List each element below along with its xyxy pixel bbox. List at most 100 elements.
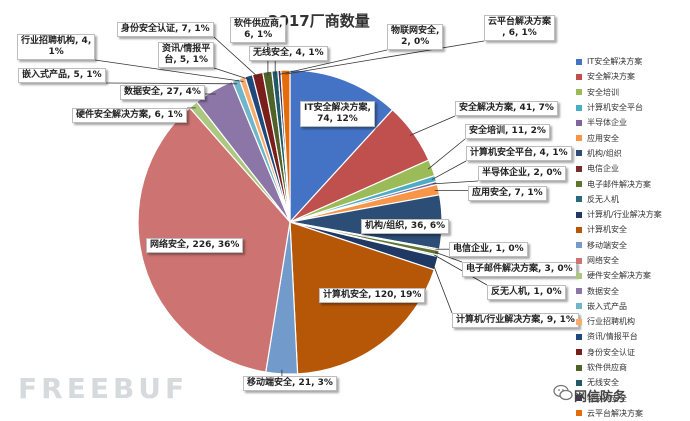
data-label-5: 应用安全, 7, 1% [468, 186, 547, 201]
legend-item-23: 云平台解决方案 [576, 406, 688, 421]
legend-swatch-15 [576, 288, 582, 294]
data-label-9: 反无人机, 1, 0% [487, 285, 566, 300]
legend-label-9: 反无人机 [587, 194, 619, 205]
legend-label-15: 数据安全 [587, 286, 619, 297]
legend-swatch-19 [576, 349, 582, 355]
legend-item-16: 嵌入式产品 [576, 299, 688, 314]
legend: IT安全解决方案安全解决方案安全培训计算机安全平台半导体企业应用安全机构/组织电… [576, 54, 688, 421]
legend-swatch-18 [576, 334, 582, 340]
data-label-16: 嵌入式产品, 5, 1% [18, 68, 106, 83]
legend-swatch-11 [576, 227, 582, 233]
legend-swatch-23 [576, 410, 582, 416]
legend-swatch-2 [576, 89, 582, 95]
legend-label-8: 电子邮件解决方案 [587, 179, 651, 190]
leader-line-10 [432, 262, 452, 313]
legend-swatch-21 [576, 380, 582, 386]
legend-swatch-1 [576, 74, 582, 80]
legend-label-7: 电信企业 [587, 163, 619, 174]
legend-item-12: 移动端安全 [576, 238, 688, 253]
legend-label-4: 半导体企业 [587, 117, 627, 128]
legend-label-2: 安全培训 [587, 87, 619, 98]
legend-label-14: 硬件安全解决方案 [587, 270, 651, 281]
legend-label-17: 行业招聘机构 [587, 316, 635, 327]
legend-label-16: 嵌入式产品 [587, 301, 627, 312]
legend-item-5: 应用安全 [576, 130, 688, 145]
legend-item-18: 资讯/情报平台 [576, 329, 688, 344]
legend-swatch-0 [576, 59, 582, 65]
legend-label-12: 移动端安全 [587, 240, 627, 251]
legend-item-17: 行业招聘机构 [576, 314, 688, 329]
data-label-23: 云平台解决方案, 6, 1% [484, 15, 555, 41]
leader-line-16 [106, 83, 237, 84]
data-label-6: 机构/组织, 36, 6% [361, 219, 449, 234]
legend-item-8: 电子邮件解决方案 [576, 176, 688, 191]
legend-item-11: 计算机安全 [576, 222, 688, 237]
legend-swatch-6 [576, 150, 582, 156]
legend-item-19: 身份安全认证 [576, 345, 688, 360]
legend-item-3: 计算机安全平台 [576, 100, 688, 115]
leader-line-3 [432, 161, 466, 180]
data-label-14: 硬件安全解决方案, 6, 1% [72, 108, 187, 123]
legend-label-3: 计算机安全平台 [587, 102, 643, 113]
data-label-21: 无线安全, 4, 1% [249, 46, 328, 61]
legend-item-15: 数据安全 [576, 283, 688, 298]
legend-swatch-10 [576, 212, 582, 218]
wechat-icon [553, 384, 573, 402]
freebuf-watermark: FREEBUF [18, 372, 188, 405]
data-label-3: 计算机安全平台, 4, 1% [466, 146, 572, 161]
data-label-22: 物联网安全,2, 0% [387, 24, 443, 50]
data-label-19: 身份安全认证, 7, 1% [117, 22, 214, 37]
legend-swatch-5 [576, 135, 582, 141]
legend-label-19: 身份安全认证 [587, 347, 635, 358]
data-label-17: 行业招聘机构, 4,1% [17, 34, 95, 60]
legend-item-7: 电信企业 [576, 161, 688, 176]
legend-swatch-4 [576, 120, 582, 126]
data-label-4: 半导体企业, 2, 0% [478, 166, 566, 181]
data-label-11: 计算机安全, 120, 19% [319, 288, 425, 303]
legend-swatch-13 [576, 258, 582, 264]
data-label-7: 电信企业, 1, 0% [449, 242, 528, 257]
legend-swatch-14 [576, 273, 582, 279]
legend-label-0: IT安全解决方案 [587, 56, 642, 67]
legend-label-5: 应用安全 [587, 133, 619, 144]
data-label-8: 电子邮件解决方案, 3, 0% [462, 262, 577, 277]
data-label-2: 安全培训, 11, 2% [465, 124, 550, 139]
wechat-account-name: 网信防务 [574, 386, 626, 405]
legend-item-14: 硬件安全解决方案 [576, 268, 688, 283]
legend-item-9: 反无人机 [576, 192, 688, 207]
legend-swatch-9 [576, 196, 582, 202]
legend-label-11: 计算机安全 [587, 224, 627, 235]
data-label-0: IT安全解决方案,74, 12% [300, 101, 375, 127]
legend-label-10: 计算机/行业解决方案 [587, 209, 662, 220]
legend-item-10: 计算机/行业解决方案 [576, 207, 688, 222]
legend-label-6: 机构/组织 [587, 148, 622, 159]
leader-line-4 [433, 181, 478, 184]
legend-label-13: 网络安全 [587, 255, 619, 266]
data-label-15: 数据安全, 27, 4% [120, 85, 205, 100]
legend-item-6: 机构/组织 [576, 146, 688, 161]
legend-item-13: 网络安全 [576, 253, 688, 268]
data-label-18: 资讯/情报平台, 5, 1% [158, 42, 214, 68]
legend-swatch-7 [576, 166, 582, 172]
legend-item-4: 半导体企业 [576, 115, 688, 130]
data-label-12: 移动端安全, 21, 3% [243, 376, 337, 391]
data-label-10: 计算机/行业解决方案, 9, 1% [452, 313, 579, 328]
legend-swatch-12 [576, 242, 582, 248]
legend-item-20: 软件供应商 [576, 360, 688, 375]
legend-label-18: 资讯/情报平台 [587, 331, 638, 342]
data-label-20: 软件供应商,6, 1% [230, 17, 286, 43]
legend-label-1: 安全解决方案 [587, 71, 635, 82]
legend-swatch-17 [576, 319, 582, 325]
data-label-13: 网络安全, 226, 36% [146, 238, 243, 253]
legend-swatch-16 [576, 303, 582, 309]
legend-label-20: 软件供应商 [587, 362, 627, 373]
legend-swatch-8 [576, 181, 582, 187]
leader-line-1 [410, 116, 455, 135]
legend-swatch-20 [576, 365, 582, 371]
legend-label-23: 云平台解决方案 [587, 408, 643, 419]
legend-item-0: IT安全解决方案 [576, 54, 688, 69]
legend-item-1: 安全解决方案 [576, 69, 688, 84]
legend-item-2: 安全培训 [576, 85, 688, 100]
legend-swatch-3 [576, 105, 582, 111]
